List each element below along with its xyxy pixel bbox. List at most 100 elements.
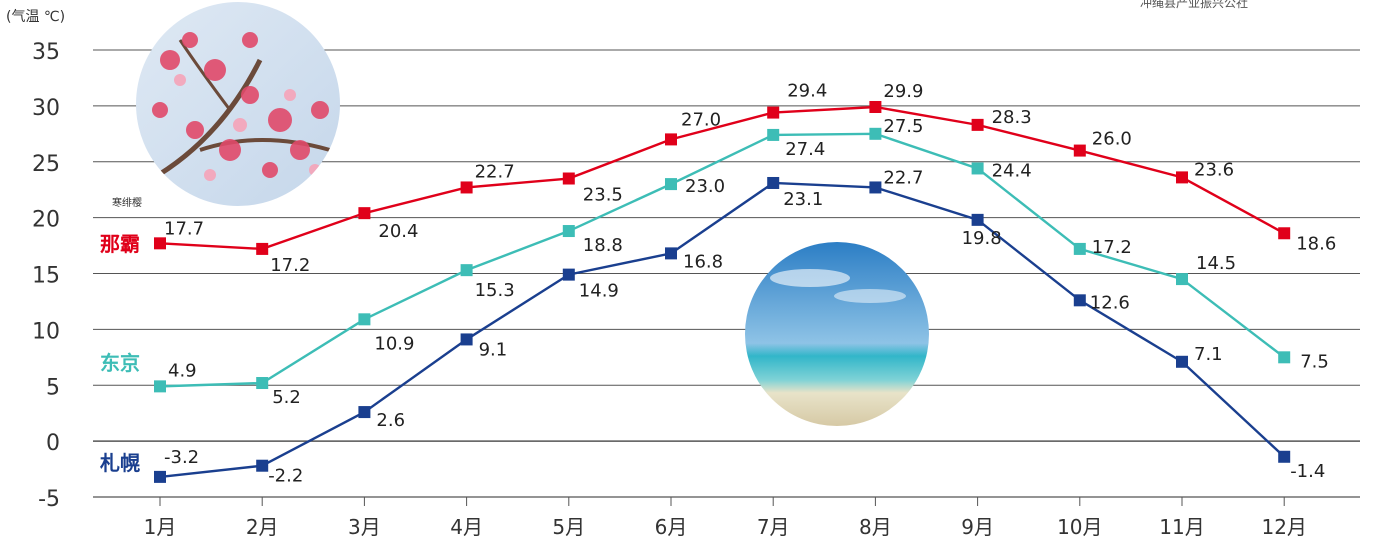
series-name-label: 札幌 — [99, 451, 140, 475]
x-tick-label: 4月 — [450, 515, 483, 539]
data-label: 17.2 — [270, 255, 310, 276]
y-tick-label: 30 — [32, 96, 60, 121]
data-point — [767, 176, 780, 189]
data-point — [971, 118, 984, 131]
data-label: 7.1 — [1194, 344, 1223, 365]
series-layer: 17.7 17.2 20.4 22.7 23.5 27.0 29.4 29.9 28.3 26.0… — [99, 81, 1336, 487]
data-point — [358, 207, 371, 220]
data-label: 23.0 — [685, 176, 725, 197]
data-point — [460, 333, 473, 346]
data-label: 14.9 — [579, 281, 619, 302]
x-tick-label: 5月 — [552, 515, 585, 539]
data-label: 17.2 — [1092, 237, 1132, 258]
y-tick-label: 20 — [32, 208, 60, 233]
data-point — [1176, 171, 1188, 184]
y-tick-label: 35 — [32, 40, 60, 65]
data-label: 16.8 — [683, 251, 723, 272]
axis-labels: 35 30 25 20 15 10 5 0 -5 1月 2月 3月 4月 5月 6月 7月 8月 9月 10月 11月… — [32, 40, 1307, 539]
series-name-label: 东京 — [100, 351, 140, 375]
y-tick-label: 0 — [46, 431, 60, 456]
series-line — [159, 105, 1285, 251]
beach-photo — [745, 242, 929, 426]
data-point — [1278, 227, 1291, 240]
series-line — [159, 132, 1285, 388]
data-point — [767, 128, 780, 141]
data-label: 12.6 — [1090, 292, 1130, 313]
x-tick-label: 11月 — [1159, 515, 1204, 539]
source-text: 冲绳县产业振兴公社 — [1140, 0, 1249, 10]
series-sapporo: -3.2 -2.2 2.6 9.1 14.9 16.8 23.1 22.7 19.8 12.6 7.… — [99, 167, 1325, 486]
data-point — [1073, 242, 1086, 255]
data-label: 9.1 — [479, 339, 508, 360]
data-label: 24.4 — [992, 160, 1032, 181]
data-point — [665, 247, 677, 260]
data-point — [562, 268, 575, 281]
data-point — [358, 406, 371, 419]
data-point — [256, 459, 269, 472]
data-label: 10.9 — [374, 333, 414, 354]
data-label: 27.0 — [681, 109, 721, 130]
data-point — [971, 213, 984, 226]
data-label: 22.7 — [883, 167, 923, 188]
data-point — [665, 178, 677, 191]
x-tick-label: 9月 — [961, 515, 994, 539]
data-label: -2.2 — [268, 466, 303, 487]
data-label: 15.3 — [475, 280, 515, 301]
data-point — [154, 380, 166, 393]
data-label: 17.7 — [164, 218, 204, 239]
x-tick-label: 8月 — [859, 515, 892, 539]
data-label: 5.2 — [272, 387, 301, 408]
series-naha: 17.7 17.2 20.4 22.7 23.5 27.0 29.4 29.9 28.3 26.0… — [100, 81, 1336, 276]
data-point — [460, 264, 473, 277]
data-point — [869, 100, 882, 113]
x-tick-label: 2月 — [246, 515, 279, 539]
data-point — [154, 237, 166, 250]
data-label: 29.9 — [883, 81, 923, 102]
data-label: 27.5 — [883, 116, 923, 137]
data-point — [1278, 450, 1291, 463]
y-tick-label: -5 — [38, 487, 60, 512]
y-tick-label: 15 — [32, 264, 60, 289]
data-label: 28.3 — [992, 107, 1032, 128]
y-tick-label: 25 — [32, 152, 60, 177]
data-point — [869, 127, 882, 140]
y-axis-unit: (气温 ℃) — [6, 9, 66, 25]
data-label: -3.2 — [164, 447, 199, 468]
data-point — [256, 377, 269, 390]
data-point — [562, 225, 575, 238]
data-label: 7.5 — [1300, 351, 1329, 372]
data-label: 29.4 — [787, 81, 827, 102]
data-label: 18.8 — [583, 235, 623, 256]
data-label: 26.0 — [1092, 129, 1132, 150]
data-point — [1176, 355, 1188, 368]
y-tick-label: 10 — [32, 319, 60, 344]
x-tick-label: 3月 — [348, 515, 381, 539]
data-point — [767, 106, 780, 119]
cherry-blossom-photo — [136, 2, 340, 206]
y-tick-label: 5 — [46, 375, 60, 400]
data-label: 18.6 — [1296, 233, 1336, 254]
data-label: 23.6 — [1194, 159, 1234, 180]
data-label: 20.4 — [378, 221, 418, 242]
data-label: 2.6 — [376, 410, 405, 431]
data-label: 4.9 — [168, 360, 197, 381]
data-point — [1176, 273, 1188, 286]
data-label: 19.8 — [962, 228, 1002, 249]
data-point — [1278, 351, 1291, 364]
x-tick-label: 6月 — [655, 515, 688, 539]
x-tick-label: 10月 — [1057, 515, 1102, 539]
data-point — [1073, 294, 1086, 307]
data-point — [154, 470, 166, 483]
data-label: 22.7 — [475, 161, 515, 182]
series-name-label: 那霸 — [100, 232, 140, 256]
x-tick-label: 1月 — [144, 515, 177, 539]
data-point — [358, 313, 371, 326]
data-label: 23.1 — [783, 189, 823, 210]
data-point — [665, 133, 677, 146]
series-tokyo: 4.9 5.2 10.9 15.3 18.8 23.0 27.4 27.5 24.4 17.2 14… — [100, 116, 1329, 408]
x-tick-label: 7月 — [757, 515, 790, 539]
data-point — [460, 181, 473, 194]
data-point — [869, 181, 882, 194]
data-point — [1073, 144, 1086, 157]
